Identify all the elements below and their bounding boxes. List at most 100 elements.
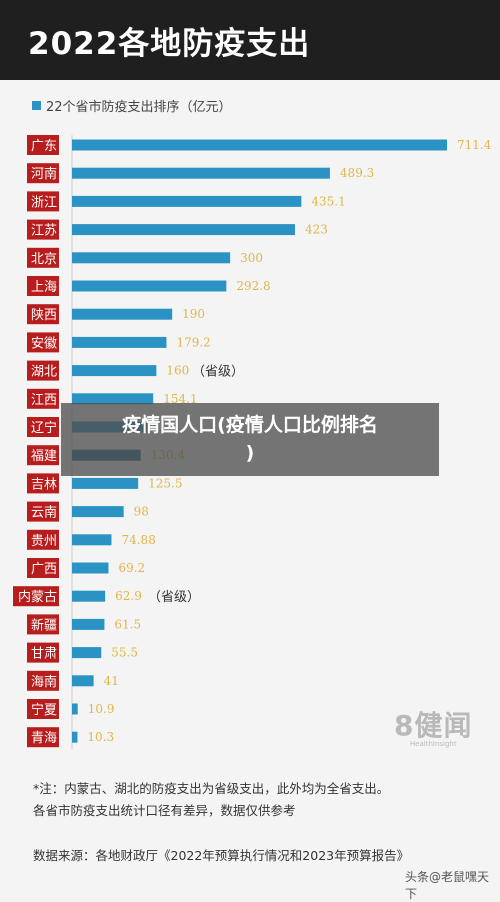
value-label: 74.88 [121,533,155,547]
bar [72,224,295,236]
category-label-bg [27,417,59,437]
value-label: 489.3 [340,166,374,180]
category-label: 广东 [31,139,57,154]
category-label: 新疆 [31,617,57,633]
value-label: 300 [240,251,263,265]
category-label: 广西 [31,562,57,577]
bar [72,252,231,264]
category-label: 甘肃 [31,647,57,662]
bar [72,139,447,151]
annotation-label: （省级） [148,590,200,605]
value-label: 61.5 [114,617,141,631]
overlay-line-1: 疫情国人口(疫情人口比例排名 [122,414,378,436]
value-label: 160 [166,364,189,378]
overlay-line-2: ) [245,442,255,464]
category-label: 湖北 [31,365,57,380]
category-label-bg [13,586,59,607]
category-label-bg [27,529,59,550]
category-label: 云南 [31,505,57,521]
bar [72,167,330,179]
bar [72,393,154,405]
bar [72,675,94,687]
category-label-bg [27,304,59,325]
bar [72,365,157,377]
category-label-bg [27,445,59,466]
category-label-bg [27,219,59,240]
footnote-line-1: *注：内蒙古、湖北的防疫支出为省级支出，此外均为全省支出。 [33,781,390,796]
page-title: 2022各地防疫支出 [28,26,311,62]
annotation-label: （省级） [192,365,244,380]
value-label: 292.8 [236,279,270,293]
category-label-bg [27,135,59,155]
legend-label: 22个省市防疫支出排序（亿元） [46,100,232,115]
category-label-bg [27,670,59,691]
value-label: 69.2 [118,561,145,575]
category-label-bg [27,276,59,296]
category-label-bg [27,642,59,663]
category-label: 吉林 [31,477,57,492]
value-label: 179.2 [176,335,210,349]
bar [72,477,139,489]
value-label: 154.1 [163,392,197,406]
category-label-bg [27,699,59,719]
bar [72,195,302,207]
bar [72,590,106,602]
category-label: 内蒙古 [18,589,57,605]
category-label-bg [27,163,59,184]
bar [72,308,173,320]
watermark-logo: 8健闻 [394,709,473,742]
header-bar: 2022各地防疫支出 [0,0,500,80]
category-label-bg [27,727,59,748]
value-label: 10.9 [88,702,115,716]
legend-swatch [32,101,41,110]
category-label: 宁夏 [31,702,57,718]
title-overlay: 疫情国人口(疫情人口比例排名 ) [61,403,439,476]
category-label-bg [27,558,59,578]
value-label: 423 [305,223,328,237]
category-label-bg [27,332,59,353]
category-label: 辽宁 [31,420,57,436]
bar [72,647,102,659]
category-label: 河南 [31,166,57,182]
bar [72,731,78,743]
category-label: 上海 [31,280,57,295]
watermark-subtitle: HealthInsight [409,740,457,748]
bar [72,280,227,292]
value-label: 435.1 [311,194,345,208]
bar [72,562,109,574]
category-label-bg [27,473,59,494]
footer-credit: 头条@老鼠嘿天下 [405,870,490,901]
brand-watermark: 8健闻 HealthInsight [394,704,472,748]
category-label: 安徽 [31,336,57,351]
bar [72,703,78,715]
value-label: 190 [182,307,205,321]
category-label: 浙江 [31,195,57,210]
category-label: 江西 [31,393,57,408]
chart-legend: 22个省市防疫支出排序（亿元） [32,96,232,115]
value-label: 55.5 [111,646,138,660]
category-label-bg [27,388,59,409]
bar-chart: 广东 711.4 河南 489.3 浙江 435.1 江苏 423 北京 300 上海 292.8 陕西… [13,135,492,750]
category-label-bg [27,501,59,522]
data-source: 数据来源：各地财政厅《2022年预算执行情况和2023年预算报告》 [33,848,410,863]
value-label: 62.9 [115,589,142,603]
category-label: 江苏 [31,223,57,239]
category-label: 海南 [31,674,57,690]
bar [72,534,112,546]
value-label: 41 [104,674,119,688]
value-label: 711.4 [457,138,492,152]
category-label: 北京 [31,252,57,267]
value-label: 98 [134,505,149,519]
category-label: 贵州 [31,534,57,549]
category-label-bg [27,191,59,212]
category-label-bg [27,247,59,268]
value-label: 10.3 [87,730,114,744]
bar [72,506,124,518]
category-label: 青海 [31,731,57,746]
category-label-bg [27,360,59,381]
value-label: 125.5 [148,476,182,490]
bar [72,336,167,348]
category-label: 陕西 [31,308,57,323]
category-label: 福建 [31,449,57,464]
bar [72,618,105,630]
